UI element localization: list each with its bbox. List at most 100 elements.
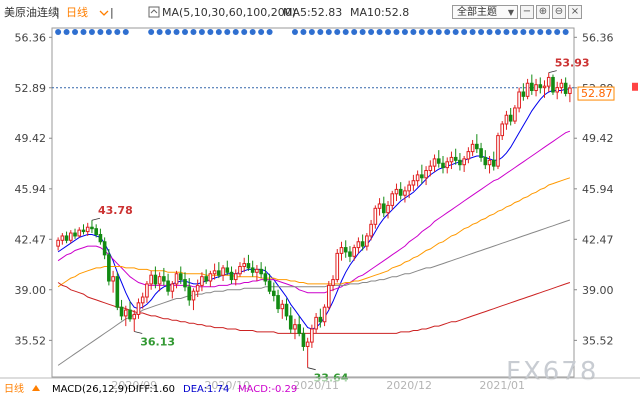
candle <box>365 233 369 251</box>
candle <box>263 266 268 286</box>
candle <box>136 298 141 319</box>
candle <box>217 262 221 279</box>
bottom-period-label[interactable]: 日线 <box>4 382 24 395</box>
y-tick-label-right: 56.36 <box>582 31 614 44</box>
candle <box>68 230 73 244</box>
candle <box>123 305 128 327</box>
candle <box>458 153 462 171</box>
event-dot <box>325 29 332 35</box>
candle <box>187 278 192 306</box>
event-dot <box>182 29 188 35</box>
candle <box>174 270 179 289</box>
event-dot <box>511 29 518 35</box>
candle <box>559 78 564 94</box>
event-dot <box>97 29 104 35</box>
event-dot <box>342 29 349 35</box>
period-label[interactable]: 日线 <box>66 5 88 19</box>
close-button[interactable]: × <box>568 5 582 19</box>
candle <box>267 273 272 295</box>
event-dot <box>207 29 214 35</box>
event-dot <box>545 29 552 35</box>
zoom-in-button[interactable]: ⊕ <box>536 5 550 19</box>
candle <box>381 196 386 218</box>
candle <box>238 262 242 277</box>
candle <box>318 308 323 328</box>
candle <box>530 74 534 95</box>
candle <box>525 78 530 100</box>
event-dot <box>461 29 468 35</box>
candle <box>542 80 547 98</box>
candle <box>297 315 302 337</box>
candle <box>407 180 411 199</box>
candle <box>504 110 509 130</box>
y-tick-label-left: 56.36 <box>15 31 47 44</box>
candle <box>411 174 416 191</box>
extreme-label: 53.93 <box>555 57 590 70</box>
candle <box>242 257 247 273</box>
candle <box>390 190 395 210</box>
candle <box>356 237 361 254</box>
candle <box>178 266 183 284</box>
theme-dropdown[interactable]: 全部主题 ▼ <box>452 5 518 19</box>
candle <box>60 233 65 245</box>
candle <box>403 186 407 203</box>
zoom-out-button[interactable]: ⊖ <box>552 5 566 19</box>
candle <box>229 266 234 284</box>
event-dot <box>114 29 121 35</box>
price-axis: 56.3656.3652.8952.8949.4249.4245.9445.94… <box>15 31 638 347</box>
price-marker <box>632 82 638 91</box>
candle <box>195 279 200 298</box>
minimize-button[interactable]: − <box>520 5 534 19</box>
dropdown-arrow-icon: ▼ <box>507 8 514 17</box>
event-dot <box>105 29 112 35</box>
ma-line <box>57 282 571 334</box>
candle <box>98 228 103 245</box>
event-dot <box>385 29 392 35</box>
candle <box>483 150 488 170</box>
event-dot <box>156 29 163 35</box>
event-dot <box>258 29 265 35</box>
event-dot <box>503 29 510 35</box>
candle <box>73 228 77 239</box>
pipe-separator: | <box>110 6 114 19</box>
candle <box>449 151 454 170</box>
candle <box>487 155 492 174</box>
candle <box>377 198 382 216</box>
candle <box>288 307 293 334</box>
indicator-settings-icon[interactable] <box>148 6 160 18</box>
candle <box>496 132 500 170</box>
event-dot <box>528 29 535 35</box>
event-dot <box>393 29 400 35</box>
event-dot <box>486 29 493 35</box>
candle <box>183 272 187 292</box>
event-dot <box>148 29 155 35</box>
candle <box>284 298 289 321</box>
candle <box>513 105 517 124</box>
event-dot <box>300 29 307 35</box>
triangle-up-icon[interactable] <box>32 385 40 391</box>
candle <box>415 170 420 187</box>
chevron-down-icon[interactable] <box>99 10 109 16</box>
candle <box>508 107 513 126</box>
event-dot <box>520 29 527 35</box>
event-dot <box>359 29 366 35</box>
ma-title: MA(5,10,30,60,100,200) <box>162 6 296 19</box>
candle <box>276 289 280 314</box>
candle <box>491 151 496 171</box>
macd-diff: DIFF:1.60 <box>128 384 175 395</box>
macd-dea: DEA:1.74 <box>183 384 229 395</box>
candle <box>432 154 437 172</box>
event-dot <box>224 29 231 35</box>
event-dot <box>308 29 315 35</box>
extreme-label: 36.13 <box>140 335 175 348</box>
event-dot <box>249 29 256 35</box>
candles <box>56 72 572 368</box>
symbol-title: 美原油连续 <box>4 5 59 19</box>
candle <box>326 281 331 311</box>
candle <box>94 224 98 238</box>
candle <box>555 81 560 100</box>
candle <box>369 219 373 241</box>
candle <box>157 272 162 292</box>
candle <box>424 166 428 186</box>
